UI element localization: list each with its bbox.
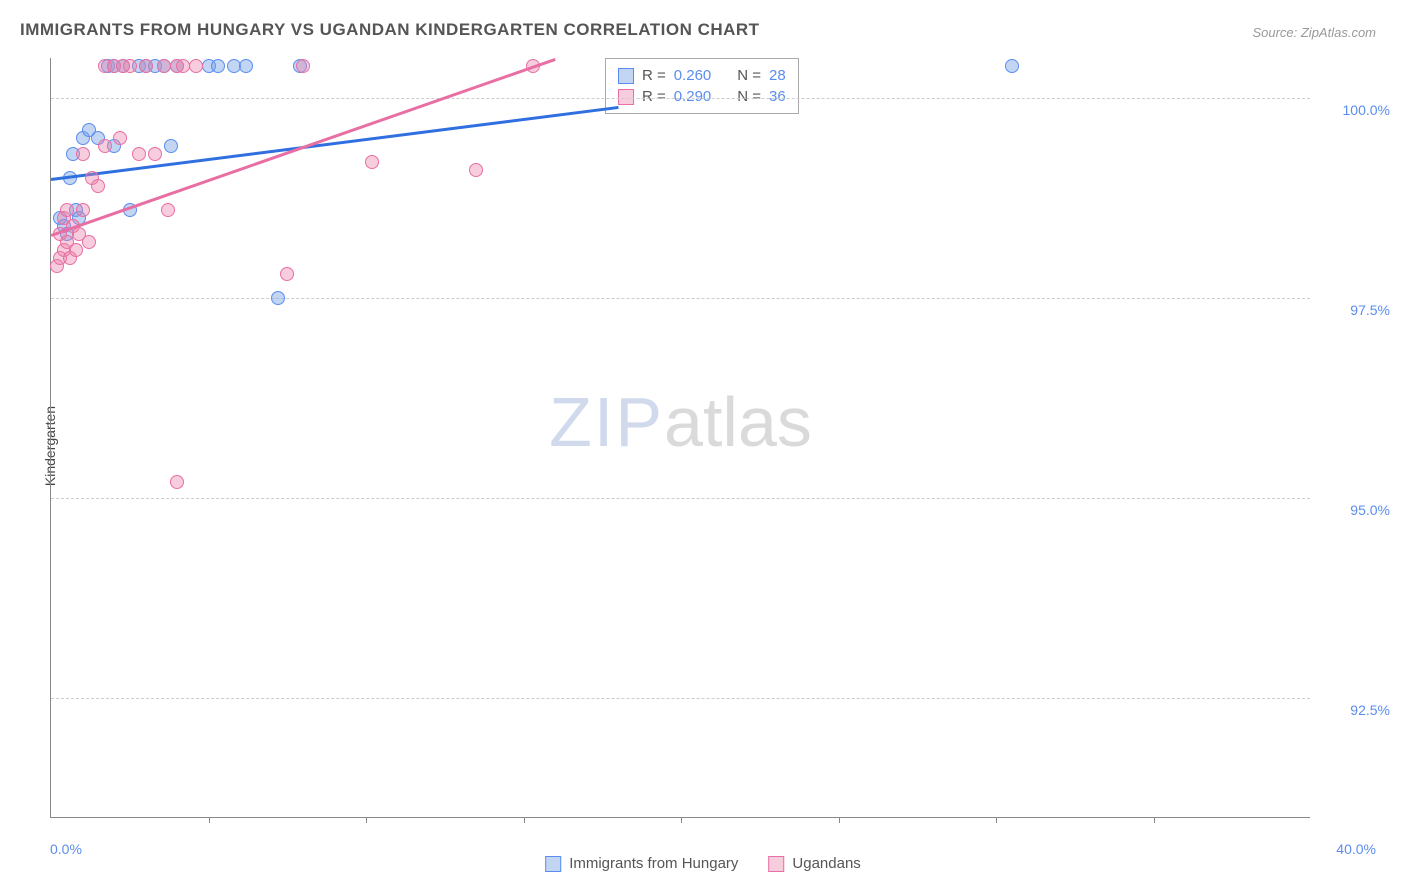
legend-n-label: N =	[737, 88, 761, 105]
gridline-h	[51, 498, 1310, 499]
legend-r-value: 0.290	[674, 88, 712, 105]
scatter-point-ugandans	[469, 163, 483, 177]
gridline-h	[51, 698, 1310, 699]
source-attribution: Source: ZipAtlas.com	[1252, 25, 1376, 40]
gridline-h	[51, 98, 1310, 99]
scatter-point-hungary	[239, 59, 253, 73]
legend-r-label: R =	[642, 67, 666, 84]
x-tick	[681, 817, 682, 823]
y-tick-label: 92.5%	[1320, 702, 1390, 718]
trend-line-ugandans	[51, 58, 556, 236]
scatter-point-hungary	[211, 59, 225, 73]
series-legend-label: Immigrants from Hungary	[569, 855, 738, 872]
chart-title: IMMIGRANTS FROM HUNGARY VS UGANDAN KINDE…	[20, 20, 760, 40]
plot-area: ZIPatlas R = 0.260N = 28R = 0.290N = 36 …	[50, 58, 1310, 818]
y-tick-label: 95.0%	[1320, 502, 1390, 518]
x-tick	[1154, 817, 1155, 823]
legend-swatch-icon	[618, 68, 634, 84]
scatter-point-ugandans	[148, 147, 162, 161]
scatter-point-ugandans	[98, 139, 112, 153]
legend-row-ugandans: R = 0.290 N = 36	[618, 86, 786, 107]
scatter-point-ugandans	[132, 147, 146, 161]
x-tick	[366, 817, 367, 823]
scatter-point-hungary	[271, 291, 285, 305]
x-tick-label-right: 40.0%	[1336, 841, 1376, 857]
scatter-point-ugandans	[161, 203, 175, 217]
scatter-point-ugandans	[139, 59, 153, 73]
watermark: ZIPatlas	[549, 382, 812, 462]
scatter-point-ugandans	[170, 475, 184, 489]
series-legend-item-ugandans: Ugandans	[768, 855, 860, 872]
scatter-point-ugandans	[69, 243, 83, 257]
scatter-point-ugandans	[365, 155, 379, 169]
legend-swatch-icon	[545, 856, 561, 872]
correlation-legend: R = 0.260 N = 28 R = 0.290 N = 36	[605, 58, 799, 114]
y-tick-label: 97.5%	[1320, 302, 1390, 318]
scatter-point-ugandans	[60, 203, 74, 217]
x-tick-label-left: 0.0%	[50, 841, 82, 857]
scatter-point-ugandans	[91, 179, 105, 193]
x-tick	[839, 817, 840, 823]
scatter-point-ugandans	[280, 267, 294, 281]
legend-n-value: 28	[769, 67, 786, 84]
watermark-zip: ZIP	[549, 383, 664, 461]
legend-row-hungary: R = 0.260 N = 28	[618, 65, 786, 86]
legend-swatch-icon	[768, 856, 784, 872]
series-legend: Immigrants from Hungary Ugandans	[545, 855, 861, 872]
series-legend-label: Ugandans	[792, 855, 860, 872]
scatter-point-hungary	[1005, 59, 1019, 73]
x-tick	[524, 817, 525, 823]
watermark-atlas: atlas	[664, 383, 812, 461]
scatter-point-ugandans	[189, 59, 203, 73]
scatter-point-ugandans	[123, 59, 137, 73]
x-tick	[996, 817, 997, 823]
scatter-point-ugandans	[82, 235, 96, 249]
gridline-h	[51, 298, 1310, 299]
legend-n-value: 36	[769, 88, 786, 105]
legend-swatch-icon	[618, 89, 634, 105]
legend-r-label: R =	[642, 88, 666, 105]
y-tick-label: 100.0%	[1320, 102, 1390, 118]
legend-r-value: 0.260	[674, 67, 712, 84]
scatter-point-ugandans	[76, 147, 90, 161]
trend-line-hungary	[51, 106, 618, 180]
scatter-point-hungary	[164, 139, 178, 153]
chart-container: IMMIGRANTS FROM HUNGARY VS UGANDAN KINDE…	[0, 0, 1406, 892]
scatter-point-ugandans	[76, 203, 90, 217]
legend-n-label: N =	[737, 67, 761, 84]
x-tick	[209, 817, 210, 823]
scatter-point-ugandans	[296, 59, 310, 73]
series-legend-item-hungary: Immigrants from Hungary	[545, 855, 738, 872]
scatter-point-ugandans	[113, 131, 127, 145]
